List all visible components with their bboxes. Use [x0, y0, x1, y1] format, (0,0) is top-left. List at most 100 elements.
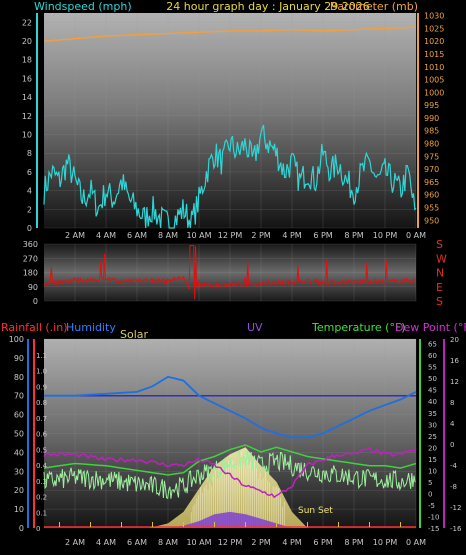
dew-tick-label: 0: [450, 441, 454, 449]
humidity-tick-label: 90: [14, 354, 24, 363]
x-tick-label: 10 PM: [373, 231, 398, 240]
x-tick-label: 0 AM: [406, 538, 426, 547]
baro-tick-label: 985: [424, 127, 439, 136]
x-tick-label: 2 PM: [251, 231, 270, 240]
uv-axis-title: UV: [247, 321, 263, 334]
dew-tick-label: -16: [450, 525, 462, 533]
x-tick-label: 6 PM: [313, 231, 332, 240]
dew-tick-label: 4: [450, 420, 455, 428]
wind-tick-label: 12: [22, 112, 32, 121]
x-tick-label: 8 AM: [158, 231, 178, 240]
humidity-tick-label: 10: [14, 505, 24, 514]
humidity-tick-label: 70: [14, 392, 24, 401]
wind-panel: [44, 13, 416, 228]
x-tick-label: 10 PM: [373, 538, 398, 547]
barometer-axis-title: Barometer (mb): [330, 0, 418, 13]
compass-label: S: [436, 238, 443, 251]
compass-label: E: [436, 281, 443, 294]
wind-tick-label: 20: [22, 37, 32, 46]
compass-label: W: [436, 252, 447, 265]
rain-tick-label: 0.5: [36, 446, 47, 454]
baro-tick-label: 1030: [424, 12, 444, 21]
baro-tick-label: 955: [424, 204, 439, 213]
x-tick-label: 8 PM: [344, 231, 363, 240]
wind-tick-label: 10: [22, 131, 32, 140]
humidity-tick-label: 60: [14, 411, 24, 420]
uv-area: [168, 511, 292, 528]
x-tick-label: 12 PM: [218, 231, 243, 240]
humidity-tick-label: 0: [19, 524, 24, 533]
x-tick-label: 10 AM: [186, 231, 211, 240]
temp-tick-label: -5: [428, 502, 435, 510]
windspeed-line: [43, 124, 417, 229]
temp-tick-label: 55: [428, 364, 437, 372]
wind-tick-label: 2: [27, 205, 32, 214]
baro-tick-label: 980: [424, 140, 439, 149]
baro-tick-label: 970: [424, 165, 439, 174]
temperature-line: [43, 450, 416, 500]
dewpoint-axis-title: Dew Point (°F): [395, 321, 466, 334]
compass-label: N: [436, 267, 444, 280]
wind-tick-label: 22: [22, 18, 32, 27]
barometer-line: [43, 26, 417, 42]
x-tick-label: 0 AM: [406, 231, 426, 240]
chart-marks: [43, 26, 417, 528]
rain-tick-label: 0.2: [36, 494, 47, 502]
temperature-axis-title: Temperature (°F): [311, 321, 406, 334]
wind-tick-label: 6: [27, 168, 32, 177]
humidity-tick-label: 80: [14, 373, 24, 382]
temperature-high-line: [43, 444, 417, 476]
rain-tick-label: 1.0: [36, 368, 47, 376]
direction-tick-label: 270: [23, 254, 38, 263]
temp-tick-label: 65: [428, 341, 437, 349]
baro-tick-label: 1015: [424, 50, 444, 59]
rain-tick-label: 0.9: [36, 383, 47, 391]
dew-tick-label: 20: [450, 336, 459, 344]
x-tick-label: 10 AM: [186, 538, 211, 547]
direction-tick-label: 180: [23, 269, 38, 278]
dew-tick-label: -12: [450, 504, 461, 512]
baro-tick-label: 965: [424, 178, 439, 187]
wind-tick-label: 14: [22, 93, 32, 102]
temp-tick-label: 20: [428, 444, 437, 452]
rain-tick-label: 0.8: [36, 399, 47, 407]
wind-tick-label: 16: [22, 74, 32, 83]
baro-tick-label: 1000: [424, 88, 444, 97]
wind-direction-line: [43, 245, 417, 300]
dew-tick-label: -4: [450, 462, 458, 470]
x-tick-label: 4 AM: [96, 538, 116, 547]
temp-tick-label: 60: [428, 352, 437, 360]
temp-tick-label: 15: [428, 456, 437, 464]
temp-tick-label: 50: [428, 375, 437, 383]
temp-tick-label: 45: [428, 387, 437, 395]
rain-tick-label: 1.1: [36, 352, 47, 360]
direction-tick-label: 90: [28, 283, 38, 292]
temp-tick-label: 40: [428, 398, 437, 406]
humidity-axis-title: Humidity: [66, 321, 116, 334]
temp-tick-label: 5: [428, 479, 432, 487]
x-tick-label: 2 PM: [251, 538, 270, 547]
humidity-line: [44, 375, 417, 439]
rain-tick-label: 0.4: [36, 462, 48, 470]
humidity-tick-label: 50: [14, 430, 24, 439]
sunset-annotation: Sun Set: [298, 506, 333, 516]
rain-tick-label: 0.6: [36, 431, 48, 439]
humidity-tick-label: 20: [14, 486, 24, 495]
baro-tick-label: 960: [424, 191, 439, 200]
rain-tick-label: 0.1: [36, 509, 47, 517]
dew-tick-label: 12: [450, 378, 459, 386]
x-tick-label: 12 PM: [218, 538, 243, 547]
chart-title: 24 hour graph day : January 29 2026: [166, 0, 370, 13]
temp-tick-label: 35: [428, 410, 437, 418]
dew-tick-label: 8: [450, 399, 454, 407]
direction-tick-label: 360: [23, 240, 38, 249]
baro-tick-label: 995: [424, 101, 439, 110]
compass-label: S: [436, 295, 443, 308]
dew-tick-label: -8: [450, 483, 457, 491]
temp-tick-label: 10: [428, 467, 437, 475]
baro-tick-label: 1020: [424, 37, 444, 46]
axis-labels: 2 AM 2 AM 4 AM 4 AM 6 AM 6 AM 8 AM 8 AM 10 AM 10 …: [9, 12, 462, 547]
rain-tick-label: 0.3: [36, 478, 47, 486]
x-tick-label: 8 PM: [344, 538, 363, 547]
